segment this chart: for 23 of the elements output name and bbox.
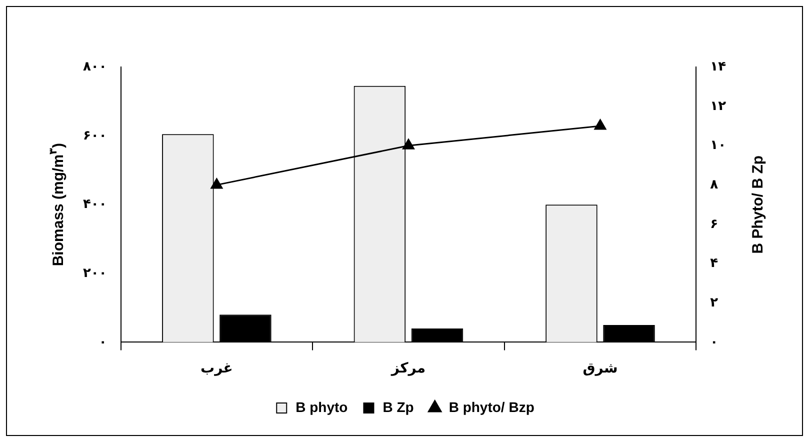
point bbox=[402, 138, 414, 150]
x-tick-label: شرق bbox=[582, 359, 618, 376]
y-tick-label: ۲۰۰ bbox=[82, 264, 107, 280]
y2-tick-label: ۶ bbox=[710, 216, 718, 231]
y2-tick-label: ۱۴ bbox=[710, 58, 726, 74]
y2-tick-label: ۱۰ bbox=[710, 137, 726, 152]
legend-label: B Zp bbox=[382, 398, 414, 415]
y-tick-label: ۴۰۰ bbox=[82, 196, 107, 212]
y2-tick-label: ۸ bbox=[710, 176, 718, 192]
point bbox=[594, 119, 606, 130]
legend-label: B phyto bbox=[296, 398, 348, 415]
y2-tick-label: ۴ bbox=[710, 255, 718, 270]
y-tick-label: ۸۰۰ bbox=[82, 58, 107, 74]
y2-tick-label: ۱۲ bbox=[710, 98, 726, 113]
y2-tick-label: ۲ bbox=[710, 294, 718, 310]
y2-tick-label: ۰ bbox=[710, 334, 718, 349]
legend-label: B phyto/ Bzp bbox=[448, 398, 534, 415]
x-tick-label: مرکز bbox=[390, 359, 426, 376]
x-tick-label: غرب bbox=[200, 359, 233, 376]
point bbox=[210, 178, 223, 189]
y-tick-label: ۶۰۰ bbox=[82, 127, 107, 142]
y-tick-label: ۰ bbox=[98, 334, 107, 349]
y2-axis-title: B Phyto/ B Zp bbox=[749, 155, 766, 254]
